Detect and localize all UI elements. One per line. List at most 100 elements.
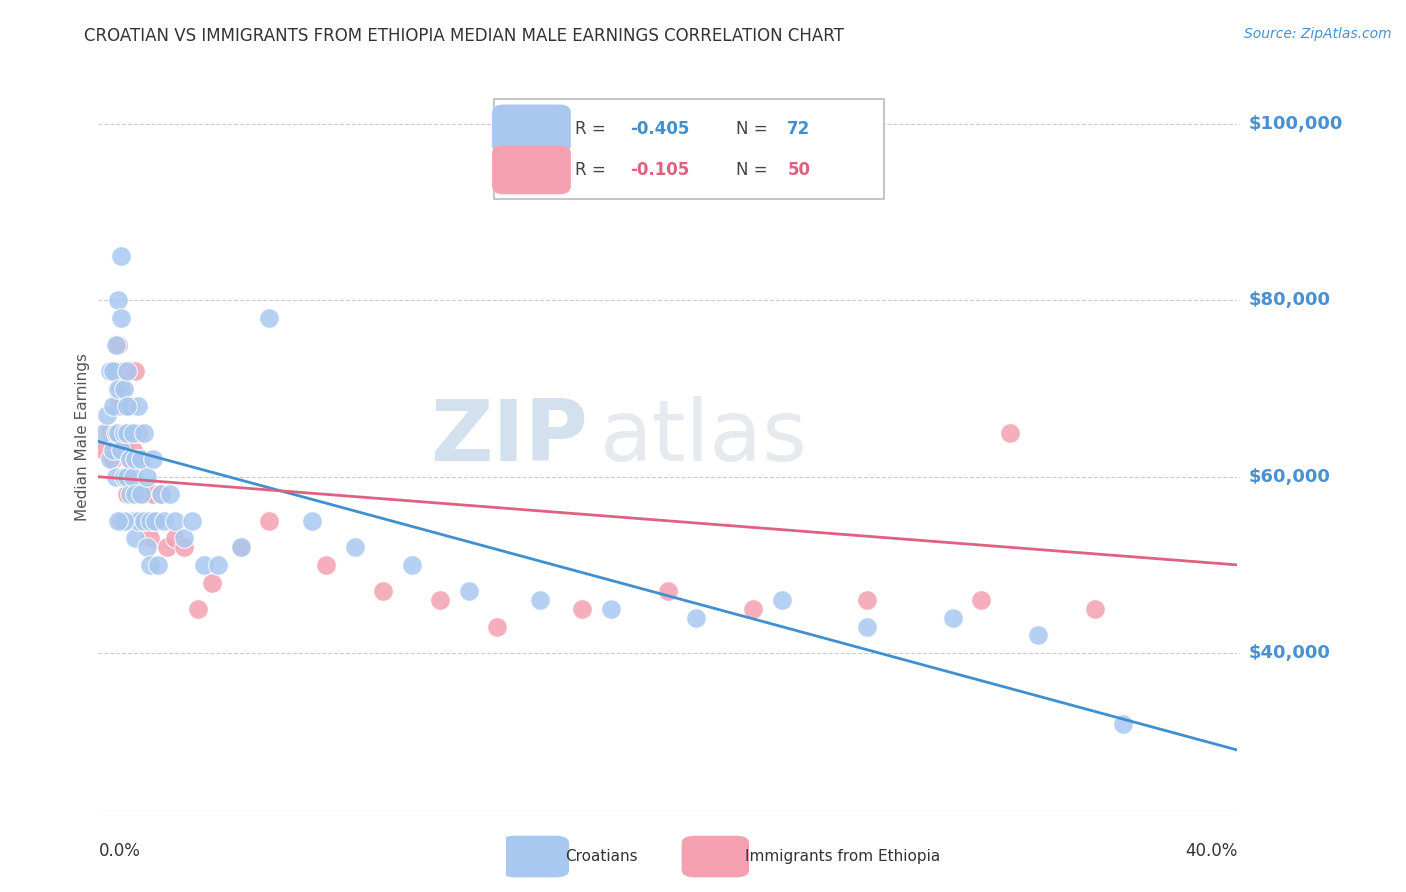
Point bbox=[121, 514, 143, 528]
Point bbox=[132, 514, 155, 528]
Point bbox=[156, 541, 179, 555]
Point bbox=[132, 425, 155, 440]
Point bbox=[110, 425, 132, 440]
Point bbox=[104, 443, 127, 458]
Text: CROATIAN VS IMMIGRANTS FROM ETHIOPIA MEDIAN MALE EARNINGS CORRELATION CHART: CROATIAN VS IMMIGRANTS FROM ETHIOPIA MED… bbox=[84, 27, 844, 45]
Point bbox=[145, 514, 167, 528]
Point bbox=[259, 311, 281, 326]
Point bbox=[96, 408, 118, 422]
Point bbox=[229, 541, 252, 555]
Point bbox=[129, 452, 152, 467]
Point bbox=[115, 399, 138, 413]
Point bbox=[486, 619, 509, 633]
Point bbox=[173, 541, 195, 555]
Point bbox=[93, 425, 115, 440]
Point bbox=[110, 443, 132, 458]
Point bbox=[121, 469, 143, 483]
Point bbox=[107, 382, 129, 396]
Point bbox=[141, 487, 163, 501]
Point bbox=[571, 602, 593, 616]
Point bbox=[107, 514, 129, 528]
Point bbox=[657, 584, 679, 599]
Text: $60,000: $60,000 bbox=[1249, 467, 1330, 486]
Point bbox=[165, 532, 187, 546]
Point bbox=[124, 514, 146, 528]
Point bbox=[115, 425, 138, 440]
Point bbox=[101, 399, 124, 413]
Point bbox=[124, 487, 146, 501]
Point bbox=[135, 541, 157, 555]
Point bbox=[138, 532, 160, 546]
Point bbox=[110, 382, 132, 396]
Point bbox=[118, 399, 141, 413]
Point bbox=[101, 452, 124, 467]
Point bbox=[110, 311, 132, 326]
Point bbox=[135, 514, 157, 528]
Point bbox=[159, 487, 181, 501]
Point bbox=[107, 399, 129, 413]
Point bbox=[129, 452, 152, 467]
Point bbox=[173, 532, 195, 546]
Point bbox=[115, 487, 138, 501]
FancyBboxPatch shape bbox=[492, 145, 571, 194]
Point bbox=[127, 425, 149, 440]
Point bbox=[181, 514, 204, 528]
Point bbox=[129, 514, 152, 528]
Point bbox=[98, 425, 121, 440]
Text: 72: 72 bbox=[787, 120, 811, 138]
Point bbox=[107, 425, 129, 440]
Point bbox=[104, 425, 127, 440]
Point bbox=[138, 558, 160, 572]
Text: N =: N = bbox=[737, 120, 773, 138]
Point bbox=[112, 514, 135, 528]
Point bbox=[259, 514, 281, 528]
Y-axis label: Median Male Earnings: Median Male Earnings bbox=[75, 353, 90, 521]
Point bbox=[121, 443, 143, 458]
Point bbox=[127, 514, 149, 528]
Text: R =: R = bbox=[575, 120, 610, 138]
Text: ZIP: ZIP bbox=[430, 395, 588, 479]
Point bbox=[229, 541, 252, 555]
Point bbox=[138, 514, 160, 528]
Point bbox=[1026, 628, 1049, 642]
Point bbox=[529, 593, 551, 607]
Point bbox=[135, 469, 157, 483]
Point bbox=[112, 514, 135, 528]
Point bbox=[429, 593, 451, 607]
Point bbox=[132, 487, 155, 501]
Point bbox=[207, 558, 229, 572]
Text: -0.105: -0.105 bbox=[630, 161, 689, 179]
Point bbox=[150, 487, 173, 501]
Point bbox=[165, 514, 187, 528]
Point bbox=[104, 469, 127, 483]
Text: $80,000: $80,000 bbox=[1249, 292, 1330, 310]
Point bbox=[942, 611, 965, 625]
Point bbox=[685, 611, 707, 625]
Point bbox=[856, 619, 879, 633]
Point bbox=[193, 558, 215, 572]
Point bbox=[112, 469, 135, 483]
Point bbox=[187, 602, 209, 616]
Point bbox=[121, 487, 143, 501]
FancyBboxPatch shape bbox=[682, 836, 749, 878]
Point bbox=[150, 487, 173, 501]
Point bbox=[998, 425, 1021, 440]
Point bbox=[124, 452, 146, 467]
Point bbox=[343, 541, 366, 555]
Point bbox=[115, 469, 138, 483]
Point bbox=[115, 425, 138, 440]
Point bbox=[110, 249, 132, 263]
Point bbox=[124, 364, 146, 378]
Text: 50: 50 bbox=[787, 161, 810, 179]
Point bbox=[127, 514, 149, 528]
Point bbox=[112, 425, 135, 440]
Point bbox=[107, 293, 129, 308]
Point bbox=[315, 558, 337, 572]
Point bbox=[107, 337, 129, 351]
Text: atlas: atlas bbox=[599, 395, 807, 479]
Point bbox=[98, 452, 121, 467]
Point bbox=[742, 602, 765, 616]
Point bbox=[104, 337, 127, 351]
Text: 0.0%: 0.0% bbox=[98, 842, 141, 860]
Point bbox=[110, 514, 132, 528]
